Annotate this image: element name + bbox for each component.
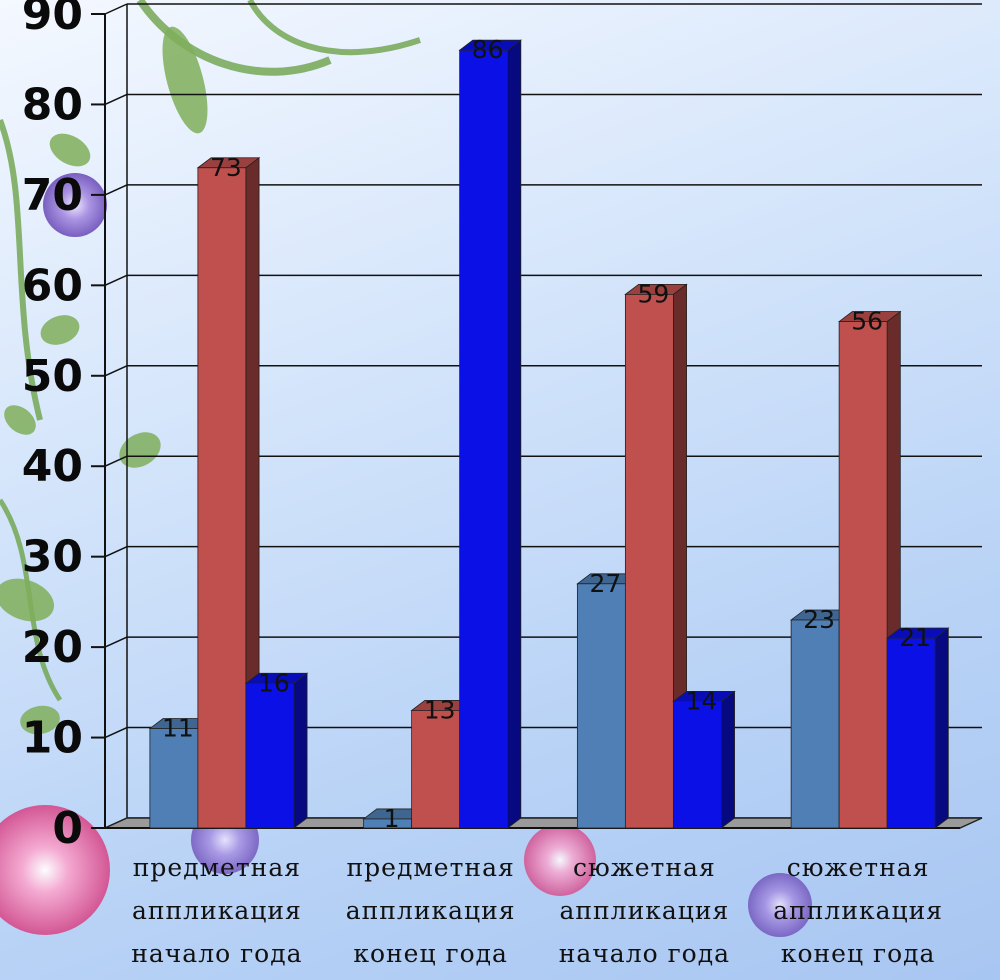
bar — [459, 49, 509, 829]
data-label: 59 — [637, 279, 669, 308]
leaf — [0, 578, 55, 622]
x-category-label: конец года — [353, 939, 508, 968]
bar — [838, 321, 888, 829]
bar-side — [720, 690, 735, 829]
data-label: 16 — [258, 668, 290, 697]
flower-pink — [0, 805, 110, 935]
bar — [576, 583, 626, 829]
x-category-label: начало года — [131, 939, 302, 968]
data-label: 27 — [589, 569, 621, 598]
leaf — [40, 315, 80, 345]
vine — [0, 118, 43, 421]
bar — [624, 293, 674, 829]
data-label: 23 — [803, 605, 835, 634]
x-category-label: аппликация — [132, 896, 302, 925]
y-tick-label: 80 — [22, 79, 83, 130]
gridline-side — [104, 365, 128, 377]
gridline-side — [104, 3, 128, 15]
flower-purple — [748, 873, 812, 937]
bar — [411, 710, 461, 829]
bar — [886, 637, 936, 829]
data-label: 13 — [424, 695, 456, 724]
gridline-side — [104, 545, 128, 558]
gridline-side — [104, 274, 128, 287]
y-tick-label: 0 — [52, 803, 83, 854]
bar-side — [293, 672, 308, 829]
data-label: 56 — [851, 307, 883, 336]
gridline-side — [104, 184, 128, 196]
leaf — [162, 26, 208, 134]
data-label: 86 — [472, 35, 504, 64]
flower-pink — [524, 824, 596, 896]
gridline-side — [104, 636, 128, 648]
floral-decoration — [0, 0, 812, 937]
gridline-side — [104, 93, 128, 106]
y-tick-label: 40 — [22, 441, 83, 492]
y-tick-label: 20 — [22, 622, 83, 673]
x-category-label: сюжетная — [573, 853, 716, 882]
x-category-label: предметная — [346, 853, 514, 882]
gridline-side — [104, 726, 128, 739]
x-category-label: конец года — [781, 939, 936, 968]
bar-side — [507, 39, 522, 829]
data-label: 14 — [685, 686, 717, 715]
y-tick-label: 30 — [22, 532, 83, 583]
gridline-side — [104, 455, 128, 467]
bar — [790, 619, 840, 829]
y-axis-labels: 0 10 20 30 40 50 60 70 80 90 — [22, 0, 83, 854]
bar-side — [934, 627, 949, 829]
x-category-label: предметная — [133, 853, 301, 882]
vine — [247, 0, 421, 56]
x-category-label: начало года — [559, 939, 730, 968]
data-label: 21 — [899, 623, 931, 652]
y-tick-label: 10 — [22, 713, 83, 764]
x-category-label: аппликация — [773, 896, 943, 925]
x-category-label: сюжетная — [787, 853, 930, 882]
x-axis-labels: предметная аппликация начало года предметна… — [131, 853, 943, 968]
y-tick-label: 70 — [22, 170, 83, 221]
leaf — [20, 705, 60, 735]
y-tick-label: 50 — [22, 351, 83, 402]
data-label: 11 — [162, 714, 194, 743]
y-tick-label: 60 — [22, 260, 83, 311]
bar — [197, 167, 247, 829]
bar — [149, 728, 199, 829]
y-tick-label: 90 — [22, 0, 83, 40]
data-label: 73 — [210, 153, 242, 182]
leaf — [119, 432, 161, 468]
x-category-label: аппликация — [346, 896, 516, 925]
leaf — [49, 133, 91, 167]
leaf — [4, 405, 36, 435]
bar — [672, 700, 722, 829]
data-label: 1 — [384, 804, 400, 833]
vine — [136, 0, 332, 76]
bar — [245, 682, 295, 829]
x-category-label: аппликация — [559, 896, 729, 925]
flower-purple — [43, 173, 107, 237]
